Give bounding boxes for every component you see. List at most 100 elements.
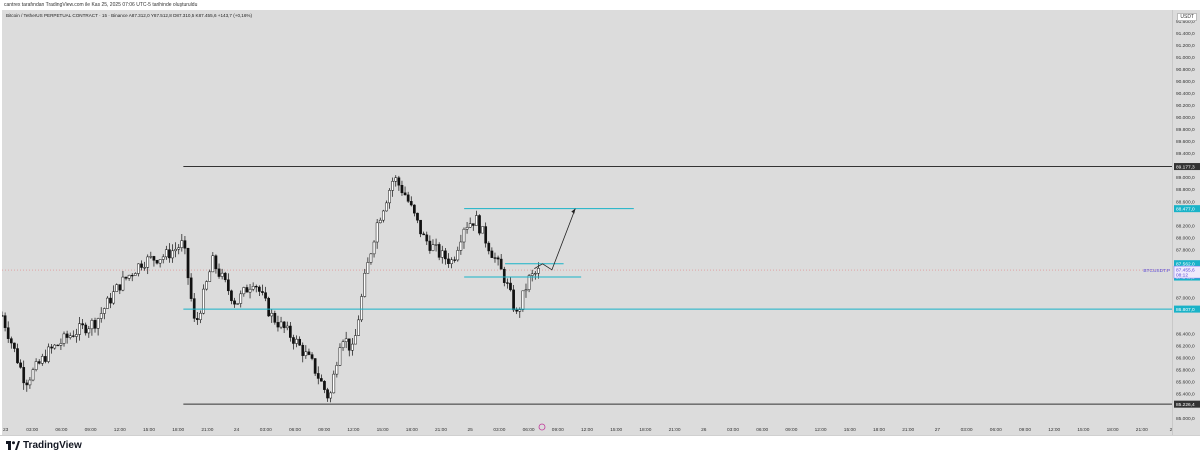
candle-body: [71, 335, 75, 337]
candle-body: [425, 234, 429, 242]
candle-body: [118, 284, 122, 291]
candle-body: [168, 249, 171, 259]
x-tick-label: 09:00: [1019, 427, 1031, 433]
current-price-tag: [1173, 265, 1200, 279]
candle-body: [366, 262, 370, 274]
price-scale[interactable]: 89.177,3 88.477,0 87.562,0 87.340,0 86.807,0…: [1172, 10, 1200, 435]
candle-body: [527, 275, 531, 290]
candle-body: [3, 315, 7, 328]
chart-frame: BTCUSDT.P 23 03:00 06:00 09:00 12:00 15:00 18:0…: [0, 10, 1200, 435]
candle-body: [484, 226, 488, 244]
candle-body: [84, 324, 88, 334]
candle-body: [323, 381, 326, 390]
candle-body: [369, 253, 373, 263]
candle-body: [298, 338, 301, 346]
y-tick-label: 85.600,0: [1176, 380, 1195, 386]
candle-body: [301, 344, 305, 356]
candle-body: [254, 285, 258, 288]
candle-body: [65, 333, 69, 338]
x-tick-label: 15:00: [1077, 427, 1089, 433]
y-tick-label: 89.400,0: [1176, 151, 1195, 157]
candle-body: [37, 361, 41, 364]
replay-marker-icon[interactable]: [538, 423, 546, 431]
candle-body: [413, 204, 416, 214]
candle-body: [130, 274, 134, 277]
x-tick-label: 18:00: [1107, 427, 1119, 433]
candle-body: [233, 300, 236, 305]
candle-body: [382, 210, 385, 221]
candle-body: [68, 335, 72, 338]
candle-body: [307, 351, 311, 355]
level-price-label: 87.562,0: [1176, 262, 1195, 268]
y-tick-label: 91.600,0: [1176, 19, 1195, 25]
candle-body: [112, 291, 115, 304]
candle-body: [199, 312, 202, 320]
candle-body: [59, 343, 63, 346]
candle-body: [149, 256, 153, 258]
x-tick-label: 18:00: [172, 427, 184, 433]
x-tick-label: 12:00: [581, 427, 593, 433]
candle-body: [434, 244, 438, 246]
candle-body: [121, 276, 125, 291]
x-tick-label: 26: [701, 427, 707, 433]
candle-body: [419, 219, 422, 235]
x-tick-label: 23: [3, 427, 9, 433]
y-tick-label: 88.800,0: [1176, 187, 1195, 193]
candle-body: [152, 256, 156, 261]
y-tick-label: 87.000,0: [1176, 295, 1195, 301]
candle-body: [462, 228, 466, 243]
candle-body: [53, 344, 57, 349]
x-tick-label: 06:00: [289, 427, 301, 433]
level-price-label: 89.177,3: [1176, 165, 1195, 171]
projection-path[interactable]: [534, 208, 576, 271]
x-tick-label: 27: [935, 427, 941, 433]
currency-badge[interactable]: USDT: [1177, 13, 1197, 21]
caption-bar: cantrex tarafından TradingView.com ile K…: [0, 0, 1200, 10]
y-tick-label: 88.200,0: [1176, 223, 1195, 229]
candle-body: [155, 260, 159, 264]
chart-area[interactable]: BTCUSDT.P 23 03:00 06:00 09:00 12:00 15:00 18:0…: [2, 10, 1172, 435]
candle-body: [375, 222, 379, 243]
candle-body: [96, 318, 100, 329]
brand-name: TradingView: [23, 440, 82, 451]
candle-body: [468, 223, 472, 228]
candle-body: [360, 296, 364, 321]
x-tick-label: 21:00: [201, 427, 213, 433]
candle-body: [124, 276, 128, 279]
candle-body: [9, 338, 13, 344]
candlestick-chart[interactable]: BTCUSDT.P 23 03:00 06:00 09:00 12:00 15:00 18:0…: [2, 10, 1172, 435]
candle-body: [220, 272, 224, 277]
candle-body: [192, 298, 196, 319]
candle-body: [363, 272, 367, 297]
candle-body: [403, 192, 407, 196]
candle-body: [481, 226, 484, 234]
candle-body: [44, 356, 47, 362]
x-tick-label: 18:00: [406, 427, 418, 433]
candle-body: [56, 344, 60, 347]
candle-body: [195, 318, 199, 320]
candle-body: [447, 258, 450, 264]
candle-body: [99, 313, 103, 319]
level-price-label: 88.477,0: [1176, 207, 1195, 213]
candles: [2, 175, 540, 403]
candle-body: [521, 290, 525, 310]
candle-body: [347, 338, 351, 351]
candle-body: [422, 233, 426, 236]
level-price-tag: [1174, 205, 1200, 213]
candle-body: [186, 248, 190, 279]
y-tick-label: 88.000,0: [1176, 235, 1195, 241]
candle-body: [537, 268, 540, 274]
x-tick-label: 06:00: [523, 427, 535, 433]
y-tick-label: 86.400,0: [1176, 332, 1195, 338]
candle-body: [515, 309, 519, 312]
y-tick-label: 90.000,0: [1176, 115, 1195, 121]
x-tick-label: 03:00: [961, 427, 973, 433]
candle-body: [248, 288, 252, 293]
y-tick-label: 89.800,0: [1176, 127, 1195, 133]
candle-body: [34, 361, 38, 370]
candle-body: [316, 373, 320, 379]
candle-body: [354, 335, 357, 345]
candle-body: [310, 354, 314, 359]
candle-body: [245, 287, 249, 293]
candle-body: [397, 177, 401, 186]
